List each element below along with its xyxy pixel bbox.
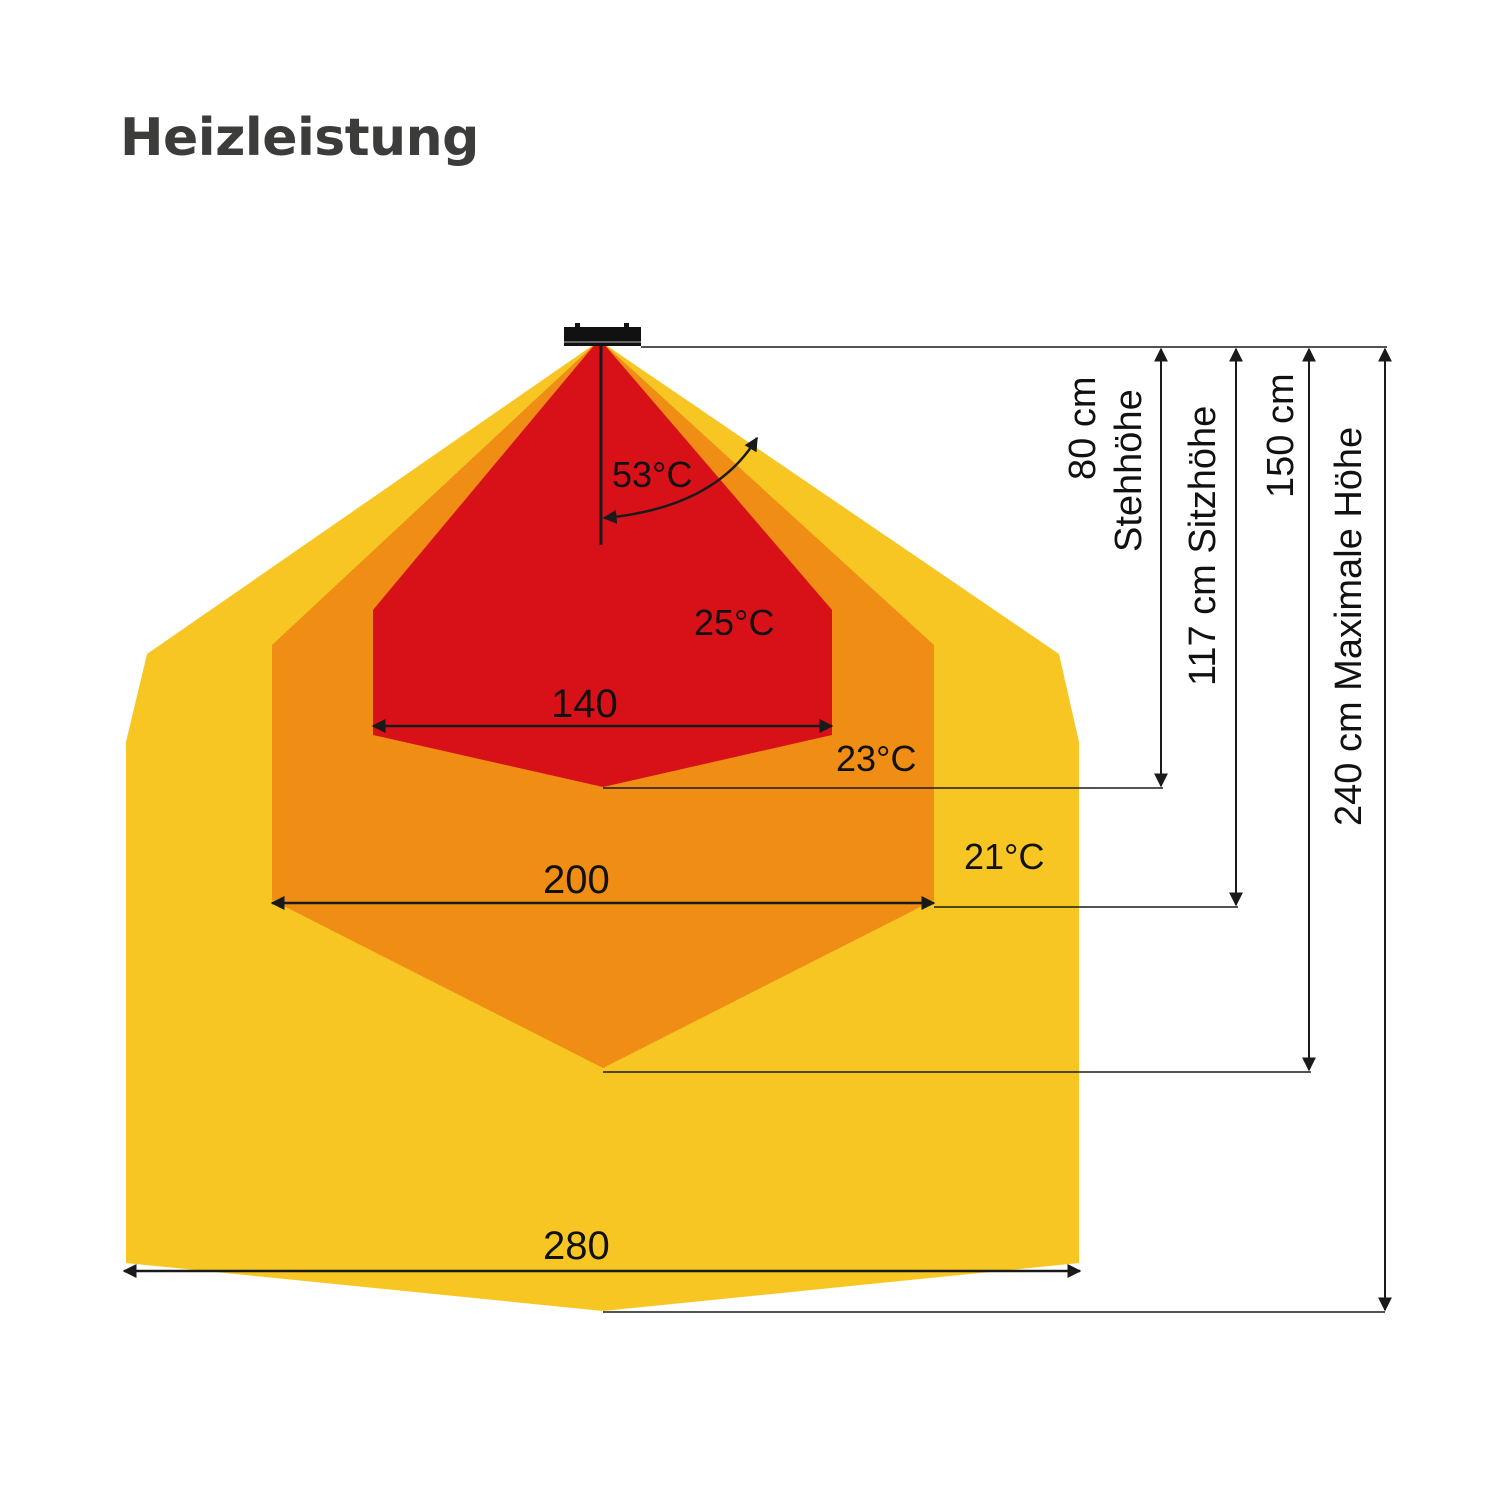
extension-lines — [603, 346, 1387, 1313]
angle-arc — [602, 436, 759, 524]
height-label-80-value: 80 cm — [1062, 377, 1104, 480]
height-label-150: 150 cm — [1260, 373, 1302, 498]
height-label-80-text: Stehhöhe — [1108, 389, 1150, 552]
temp-label-25: 25°C — [694, 602, 774, 643]
width-label-140: 140 — [551, 682, 618, 726]
heater-icon — [564, 323, 641, 346]
angle-temp-label: 53°C — [612, 454, 692, 495]
zone-25c-red — [373, 343, 832, 787]
temp-label-21: 21°C — [964, 836, 1044, 877]
height-label-240: 240 cm Maximale Höhe — [1328, 427, 1370, 826]
page-title: Heizleistung — [120, 108, 479, 168]
height-label-117: 117 cm Sitzhöhe — [1182, 406, 1224, 686]
width-label-200: 200 — [543, 858, 610, 902]
width-label-280: 280 — [543, 1224, 610, 1268]
temp-label-23: 23°C — [836, 738, 916, 779]
